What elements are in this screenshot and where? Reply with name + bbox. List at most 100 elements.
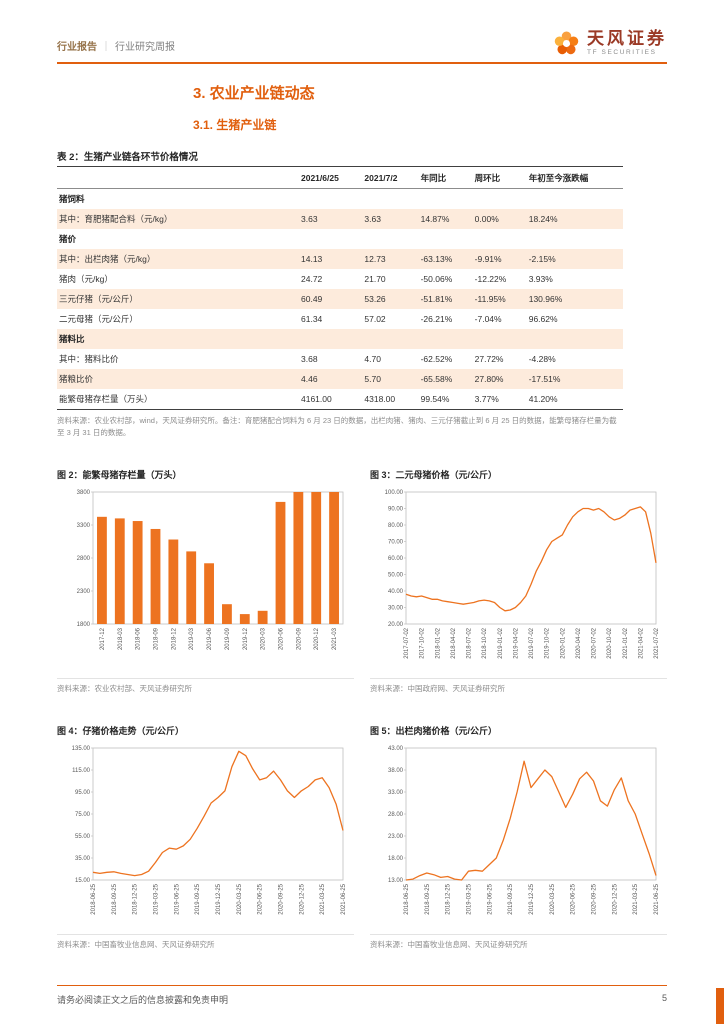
table-cell bbox=[299, 229, 362, 249]
svg-text:2019-12-25: 2019-12-25 bbox=[529, 883, 535, 914]
table-cell: 61.34 bbox=[301, 314, 323, 324]
table-cell: -51.81% bbox=[420, 294, 453, 304]
svg-text:2019-04-02: 2019-04-02 bbox=[513, 627, 519, 658]
svg-text:2017-10-02: 2017-10-02 bbox=[420, 627, 426, 658]
table-cell: -26.21% bbox=[420, 314, 453, 324]
svg-text:2021-06-25: 2021-06-25 bbox=[654, 883, 660, 914]
section-title: 3. 农业产业链动态 bbox=[193, 85, 315, 102]
chart-panel-binary-sow-price: 图 3：二元母猪价格（元/公斤） 20.00 30.00 40.00 50.00 60.… bbox=[370, 468, 667, 694]
table-row-label: 三元仔猪（元/公斤） bbox=[59, 294, 138, 304]
svg-text:2021-04-02: 2021-04-02 bbox=[638, 627, 644, 658]
svg-text:2020-10-02: 2020-10-02 bbox=[607, 627, 613, 658]
binary-sow-price-line-chart: 20.00 30.00 40.00 50.00 60.00 70.00 80.00 90.00… bbox=[385, 490, 660, 659]
table-row-label: 猪料比 bbox=[59, 334, 85, 344]
report-subcategory-label: 行业研究周报 bbox=[115, 42, 175, 53]
svg-text:43.00: 43.00 bbox=[388, 746, 404, 752]
table-cell bbox=[527, 329, 623, 349]
table-row: 其中：育肥猪配合料（元/kg） 3.63 3.63 14.87% 0.00% 18.24% bbox=[57, 209, 623, 229]
chart-panel-hog-price: 图 5：出栏肉猪价格（元/公斤） 13.00 18.00 23.00 28.00 33.… bbox=[370, 724, 667, 950]
svg-text:2020-06-25: 2020-06-25 bbox=[258, 883, 264, 914]
svg-text:2021-03-25: 2021-03-25 bbox=[633, 883, 639, 914]
table-col-header: 年同比 bbox=[418, 166, 473, 189]
table-cell: -2.15% bbox=[528, 254, 556, 264]
table-row: 其中：猪料比价 3.68 4.70 -62.52% 27.72% -4.28% bbox=[57, 349, 623, 369]
svg-text:2020-03-25: 2020-03-25 bbox=[237, 883, 243, 914]
svg-text:2018-01-02: 2018-01-02 bbox=[435, 627, 441, 658]
table-col-header: 周环比 bbox=[472, 166, 527, 189]
svg-text:2021-01-02: 2021-01-02 bbox=[623, 627, 629, 658]
page-header: 行业报告 ｜ 行业研究周报 天风证券 TF SECURITIES bbox=[57, 30, 667, 64]
table-cell: 21.70 bbox=[364, 274, 386, 284]
page-corner-strip bbox=[716, 988, 724, 1024]
svg-text:2021-03-25: 2021-03-25 bbox=[320, 883, 326, 914]
svg-text:18.00: 18.00 bbox=[388, 856, 404, 862]
svg-text:3800: 3800 bbox=[77, 490, 91, 496]
table-cell: 57.02 bbox=[364, 314, 386, 324]
table-cell bbox=[362, 189, 418, 210]
table-cell bbox=[473, 229, 527, 249]
table-cell: 3.68 bbox=[301, 354, 318, 364]
footer-disclaimer: 请务必阅读正文之后的信息披露和免责申明 bbox=[57, 995, 229, 1005]
table-cell: 14.87% bbox=[420, 214, 450, 224]
svg-text:1800: 1800 bbox=[77, 622, 91, 628]
chart-source: 资料来源：中国畜牧业信息网、天风证券研究所 bbox=[370, 933, 667, 950]
table-row-label: 二元母猪（元/公斤） bbox=[59, 314, 138, 324]
svg-text:2018-06: 2018-06 bbox=[136, 627, 142, 650]
table-header-row: 2021/6/25 2021/7/2 年同比 周环比 年初至今涨跌幅 bbox=[57, 166, 623, 189]
table-row-label: 猪饲料 bbox=[59, 194, 85, 204]
table-cell: 14.13 bbox=[301, 254, 323, 264]
price-table-body: 猪饲料 其中：育肥猪配合料（元/kg） 3.63 3.63 14.87% 0.00% 18.… bbox=[57, 189, 623, 410]
table-cell: 27.80% bbox=[474, 374, 504, 384]
svg-text:60.00: 60.00 bbox=[388, 556, 404, 562]
table-cell: 4318.00 bbox=[364, 394, 396, 404]
table-cell: -63.13% bbox=[420, 254, 453, 264]
table-row-label: 猪肉（元/kg） bbox=[59, 274, 113, 284]
svg-text:2017-12: 2017-12 bbox=[100, 627, 106, 650]
table-title: 表 2：生猪产业链各环节价格情况 bbox=[57, 152, 198, 163]
table-cell: 99.54% bbox=[420, 394, 450, 404]
table-row-label: 其中：出栏肉猪（元/kg） bbox=[59, 254, 156, 264]
table-cell: 27.72% bbox=[474, 354, 504, 364]
table-cell: 3.93% bbox=[528, 274, 553, 284]
svg-text:2019-01-02: 2019-01-02 bbox=[498, 627, 504, 658]
svg-text:2019-07-02: 2019-07-02 bbox=[529, 627, 535, 658]
svg-text:100.00: 100.00 bbox=[385, 490, 404, 496]
svg-text:2018-09-25: 2018-09-25 bbox=[112, 883, 118, 914]
svg-text:2020-06-25: 2020-06-25 bbox=[571, 883, 577, 914]
svg-text:2019-06: 2019-06 bbox=[207, 627, 213, 650]
header-divider: ｜ bbox=[101, 42, 111, 53]
table-row: 猪价 bbox=[57, 229, 623, 249]
table-cell: -12.22% bbox=[474, 274, 507, 284]
svg-text:2019-03-25: 2019-03-25 bbox=[154, 883, 160, 914]
table-cell bbox=[419, 329, 473, 349]
svg-text:3300: 3300 bbox=[77, 523, 91, 529]
svg-text:2018-10-02: 2018-10-02 bbox=[482, 627, 488, 658]
svg-text:33.00: 33.00 bbox=[388, 790, 404, 796]
svg-text:2019-12: 2019-12 bbox=[243, 627, 249, 650]
svg-text:2018-12: 2018-12 bbox=[171, 627, 177, 650]
svg-text:2018-03: 2018-03 bbox=[118, 627, 124, 650]
svg-text:2020-09-25: 2020-09-25 bbox=[279, 883, 285, 914]
table-cell: 4161.00 bbox=[301, 394, 332, 404]
report-type-breadcrumb: 行业报告 ｜ 行业研究周报 bbox=[57, 38, 175, 57]
table-cell: 3.77% bbox=[474, 394, 499, 404]
table-cell: -9.91% bbox=[474, 254, 502, 264]
report-category-label: 行业报告 bbox=[57, 42, 97, 53]
svg-text:2019-09-25: 2019-09-25 bbox=[508, 883, 514, 914]
svg-text:2018-12-25: 2018-12-25 bbox=[133, 883, 139, 914]
svg-text:2018-04-02: 2018-04-02 bbox=[451, 627, 457, 658]
table-cell bbox=[419, 189, 473, 210]
svg-text:50.00: 50.00 bbox=[388, 572, 404, 578]
table-cell: 3.63 bbox=[301, 214, 318, 224]
table-row: 猪粮比价 4.46 5.70 -65.58% 27.80% -17.51% bbox=[57, 369, 623, 389]
chart-source: 资料来源：中国畜牧业信息网、天风证券研究所 bbox=[57, 933, 354, 950]
chart-source: 资料来源：中国政府网、天风证券研究所 bbox=[370, 677, 667, 694]
chart-source: 资料来源：农业农村部、天风证券研究所 bbox=[57, 677, 354, 694]
table-row: 猪饲料 bbox=[57, 189, 623, 210]
table-row: 能繁母猪存栏量（万头） 4161.00 4318.00 99.54% 3.77% 41.2… bbox=[57, 389, 623, 410]
svg-text:2019-09: 2019-09 bbox=[225, 627, 231, 650]
svg-text:28.00: 28.00 bbox=[388, 812, 404, 818]
logo-company-name-en: TF SECURITIES bbox=[587, 49, 657, 57]
table-cell: 24.72 bbox=[301, 274, 323, 284]
